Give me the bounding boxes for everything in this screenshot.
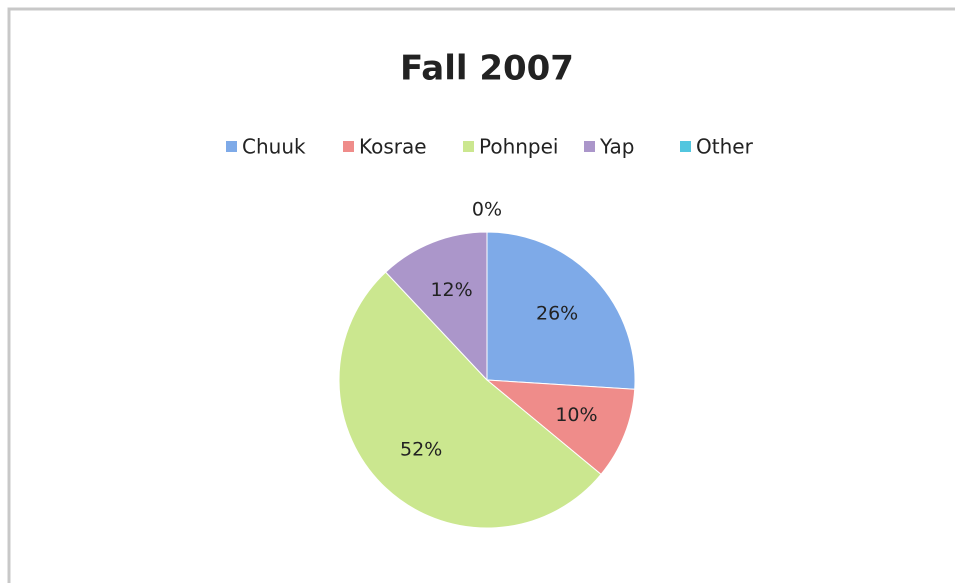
pie-slice bbox=[384, 231, 488, 382]
legend-label: Kosrae bbox=[359, 135, 427, 159]
legend-swatch bbox=[463, 141, 474, 152]
data-label: 26% bbox=[536, 303, 578, 325]
data-label: 52% bbox=[400, 439, 442, 461]
data-label: 12% bbox=[430, 279, 472, 301]
legend-swatch bbox=[226, 141, 237, 152]
legend-swatch bbox=[584, 141, 595, 152]
chart-title: Fall 2007 bbox=[400, 49, 574, 89]
pie-slice bbox=[485, 379, 636, 476]
data-label: 10% bbox=[555, 404, 597, 426]
legend-label: Yap bbox=[599, 135, 634, 159]
legend-label: Pohnpei bbox=[479, 135, 559, 159]
pie-slice bbox=[338, 271, 602, 529]
legend-label: Chuuk bbox=[242, 135, 306, 159]
legend-label: Other bbox=[696, 135, 754, 159]
legend-swatch bbox=[680, 141, 691, 152]
data-label: 0% bbox=[472, 198, 502, 220]
pie-slice bbox=[486, 231, 636, 390]
legend-swatch bbox=[343, 141, 354, 152]
